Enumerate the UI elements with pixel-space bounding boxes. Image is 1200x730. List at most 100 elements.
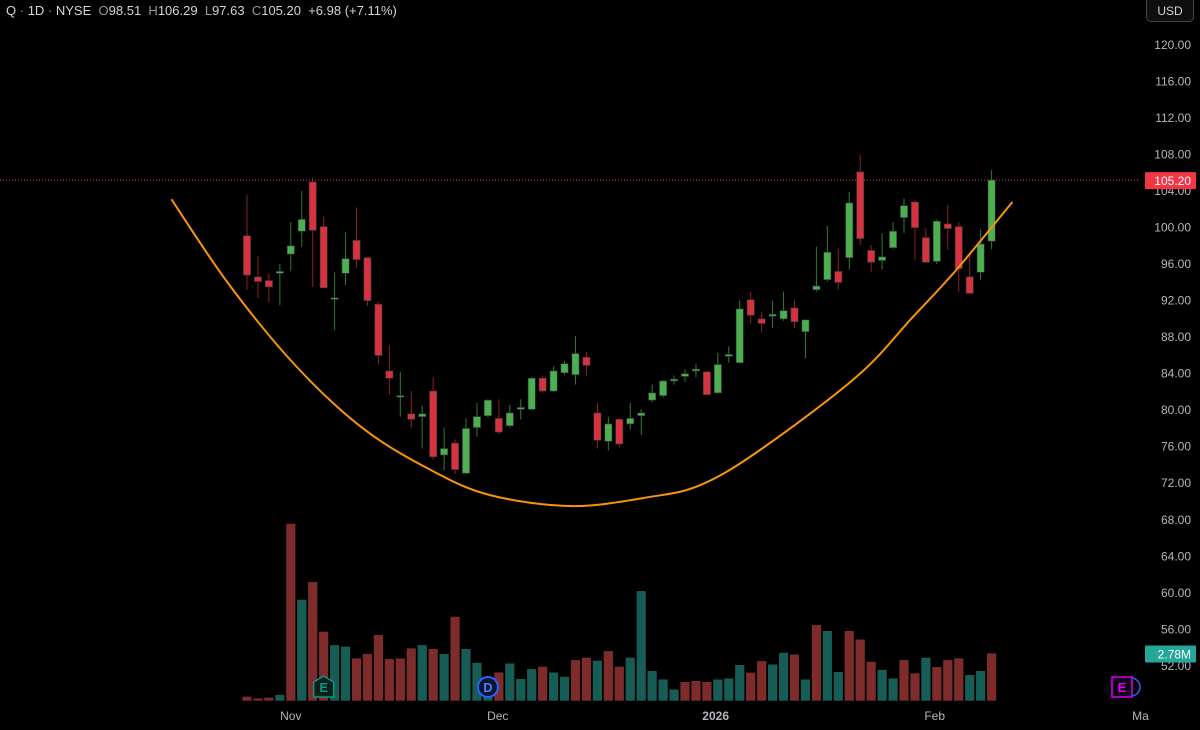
candle[interactable]: [735, 299, 744, 364]
candle[interactable]: [889, 222, 897, 249]
candle[interactable]: [254, 255, 262, 298]
candle[interactable]: [670, 375, 678, 385]
candle[interactable]: [987, 170, 996, 250]
candle[interactable]: [757, 311, 766, 333]
low-value: 97.63: [212, 3, 245, 18]
candle[interactable]: [801, 319, 810, 359]
candle[interactable]: [451, 439, 459, 475]
candle[interactable]: [516, 399, 525, 420]
volume-bar: [472, 662, 482, 701]
candle[interactable]: [867, 244, 876, 273]
candle[interactable]: [385, 345, 394, 395]
candle[interactable]: [308, 177, 317, 287]
candle[interactable]: [571, 336, 580, 385]
candle[interactable]: [790, 299, 799, 329]
candle[interactable]: [626, 402, 635, 430]
candle[interactable]: [681, 369, 689, 382]
candle[interactable]: [396, 371, 405, 417]
candle[interactable]: [856, 154, 865, 245]
candle-body: [867, 250, 876, 263]
symbol[interactable]: Q: [6, 3, 17, 18]
volume-bar: [297, 599, 307, 701]
price-tick-label: 100.00: [1154, 221, 1191, 235]
candle[interactable]: [527, 377, 536, 411]
candle[interactable]: [473, 402, 481, 437]
candle[interactable]: [965, 254, 974, 295]
candle[interactable]: [494, 399, 503, 434]
candle[interactable]: [921, 228, 930, 263]
volume-bar: [527, 669, 537, 701]
candle[interactable]: [505, 404, 514, 428]
candle[interactable]: [462, 418, 470, 475]
currency-button[interactable]: USD: [1146, 0, 1194, 22]
candle[interactable]: [834, 248, 843, 290]
volume-bar: [669, 689, 679, 701]
time-tick-label: Ma: [1132, 709, 1149, 723]
candle[interactable]: [549, 366, 558, 392]
candle[interactable]: [659, 380, 667, 398]
last-price-label: 105.20: [1145, 172, 1196, 190]
interval[interactable]: 1D: [27, 3, 45, 18]
candle[interactable]: [604, 416, 613, 451]
earnings-icon: [312, 675, 335, 698]
candle[interactable]: [692, 363, 700, 378]
time-tick-label: Dec: [487, 709, 508, 723]
volume-bar: [505, 663, 515, 701]
dividend-marker[interactable]: D: [476, 676, 499, 698]
time-axis[interactable]: Nov Dec 2026 Feb Ma: [280, 709, 1149, 723]
candle[interactable]: [593, 402, 602, 449]
candle[interactable]: [648, 384, 657, 402]
candle[interactable]: [297, 191, 306, 247]
candle[interactable]: [702, 370, 711, 395]
candle[interactable]: [779, 291, 788, 321]
price-tick-label: 84.00: [1161, 367, 1191, 381]
earnings-upcoming-marker[interactable]: E: [1111, 676, 1141, 698]
candle[interactable]: [812, 246, 821, 292]
candle[interactable]: [823, 225, 832, 282]
candle[interactable]: [943, 204, 952, 250]
candle[interactable]: [637, 409, 646, 435]
candle[interactable]: [746, 291, 755, 324]
volume-bar: [538, 666, 548, 701]
candle[interactable]: [341, 232, 350, 286]
candle[interactable]: [275, 264, 284, 306]
candle[interactable]: [724, 346, 733, 363]
candle[interactable]: [615, 418, 624, 448]
candle[interactable]: [560, 360, 569, 375]
volume-bar: [844, 631, 854, 701]
cup-curve-drawing[interactable]: [170, 198, 1014, 508]
candle[interactable]: [286, 222, 295, 272]
candle[interactable]: [330, 272, 339, 330]
volume-bar: [746, 672, 756, 701]
candle[interactable]: [440, 427, 448, 471]
volume-bar: [800, 679, 811, 701]
price-axis[interactable]: 120.00116.00112.00108.00104.00100.0096.0…: [1154, 38, 1191, 673]
candle[interactable]: [900, 198, 908, 234]
candle[interactable]: [363, 257, 372, 307]
candle[interactable]: [768, 300, 777, 329]
candle[interactable]: [243, 194, 251, 290]
candle[interactable]: [932, 219, 941, 265]
candle[interactable]: [429, 377, 438, 460]
candle[interactable]: [407, 391, 416, 428]
candle[interactable]: [264, 273, 273, 303]
candle-body: [451, 442, 459, 470]
candle[interactable]: [374, 302, 383, 365]
candle[interactable]: [878, 233, 886, 270]
candle[interactable]: [483, 399, 492, 418]
low-label: L: [204, 3, 213, 18]
candle[interactable]: [845, 191, 854, 270]
earnings-marker[interactable]: E: [312, 675, 335, 698]
candle[interactable]: [319, 216, 328, 289]
candle[interactable]: [713, 352, 722, 394]
candle[interactable]: [954, 222, 963, 292]
candle[interactable]: [911, 200, 919, 260]
candle[interactable]: [538, 375, 547, 393]
candle[interactable]: [352, 207, 361, 268]
candle-body: [943, 223, 952, 229]
candle[interactable]: [418, 405, 427, 449]
candle[interactable]: [582, 351, 591, 377]
candle[interactable]: [976, 229, 985, 280]
volume-bar: [428, 649, 438, 701]
